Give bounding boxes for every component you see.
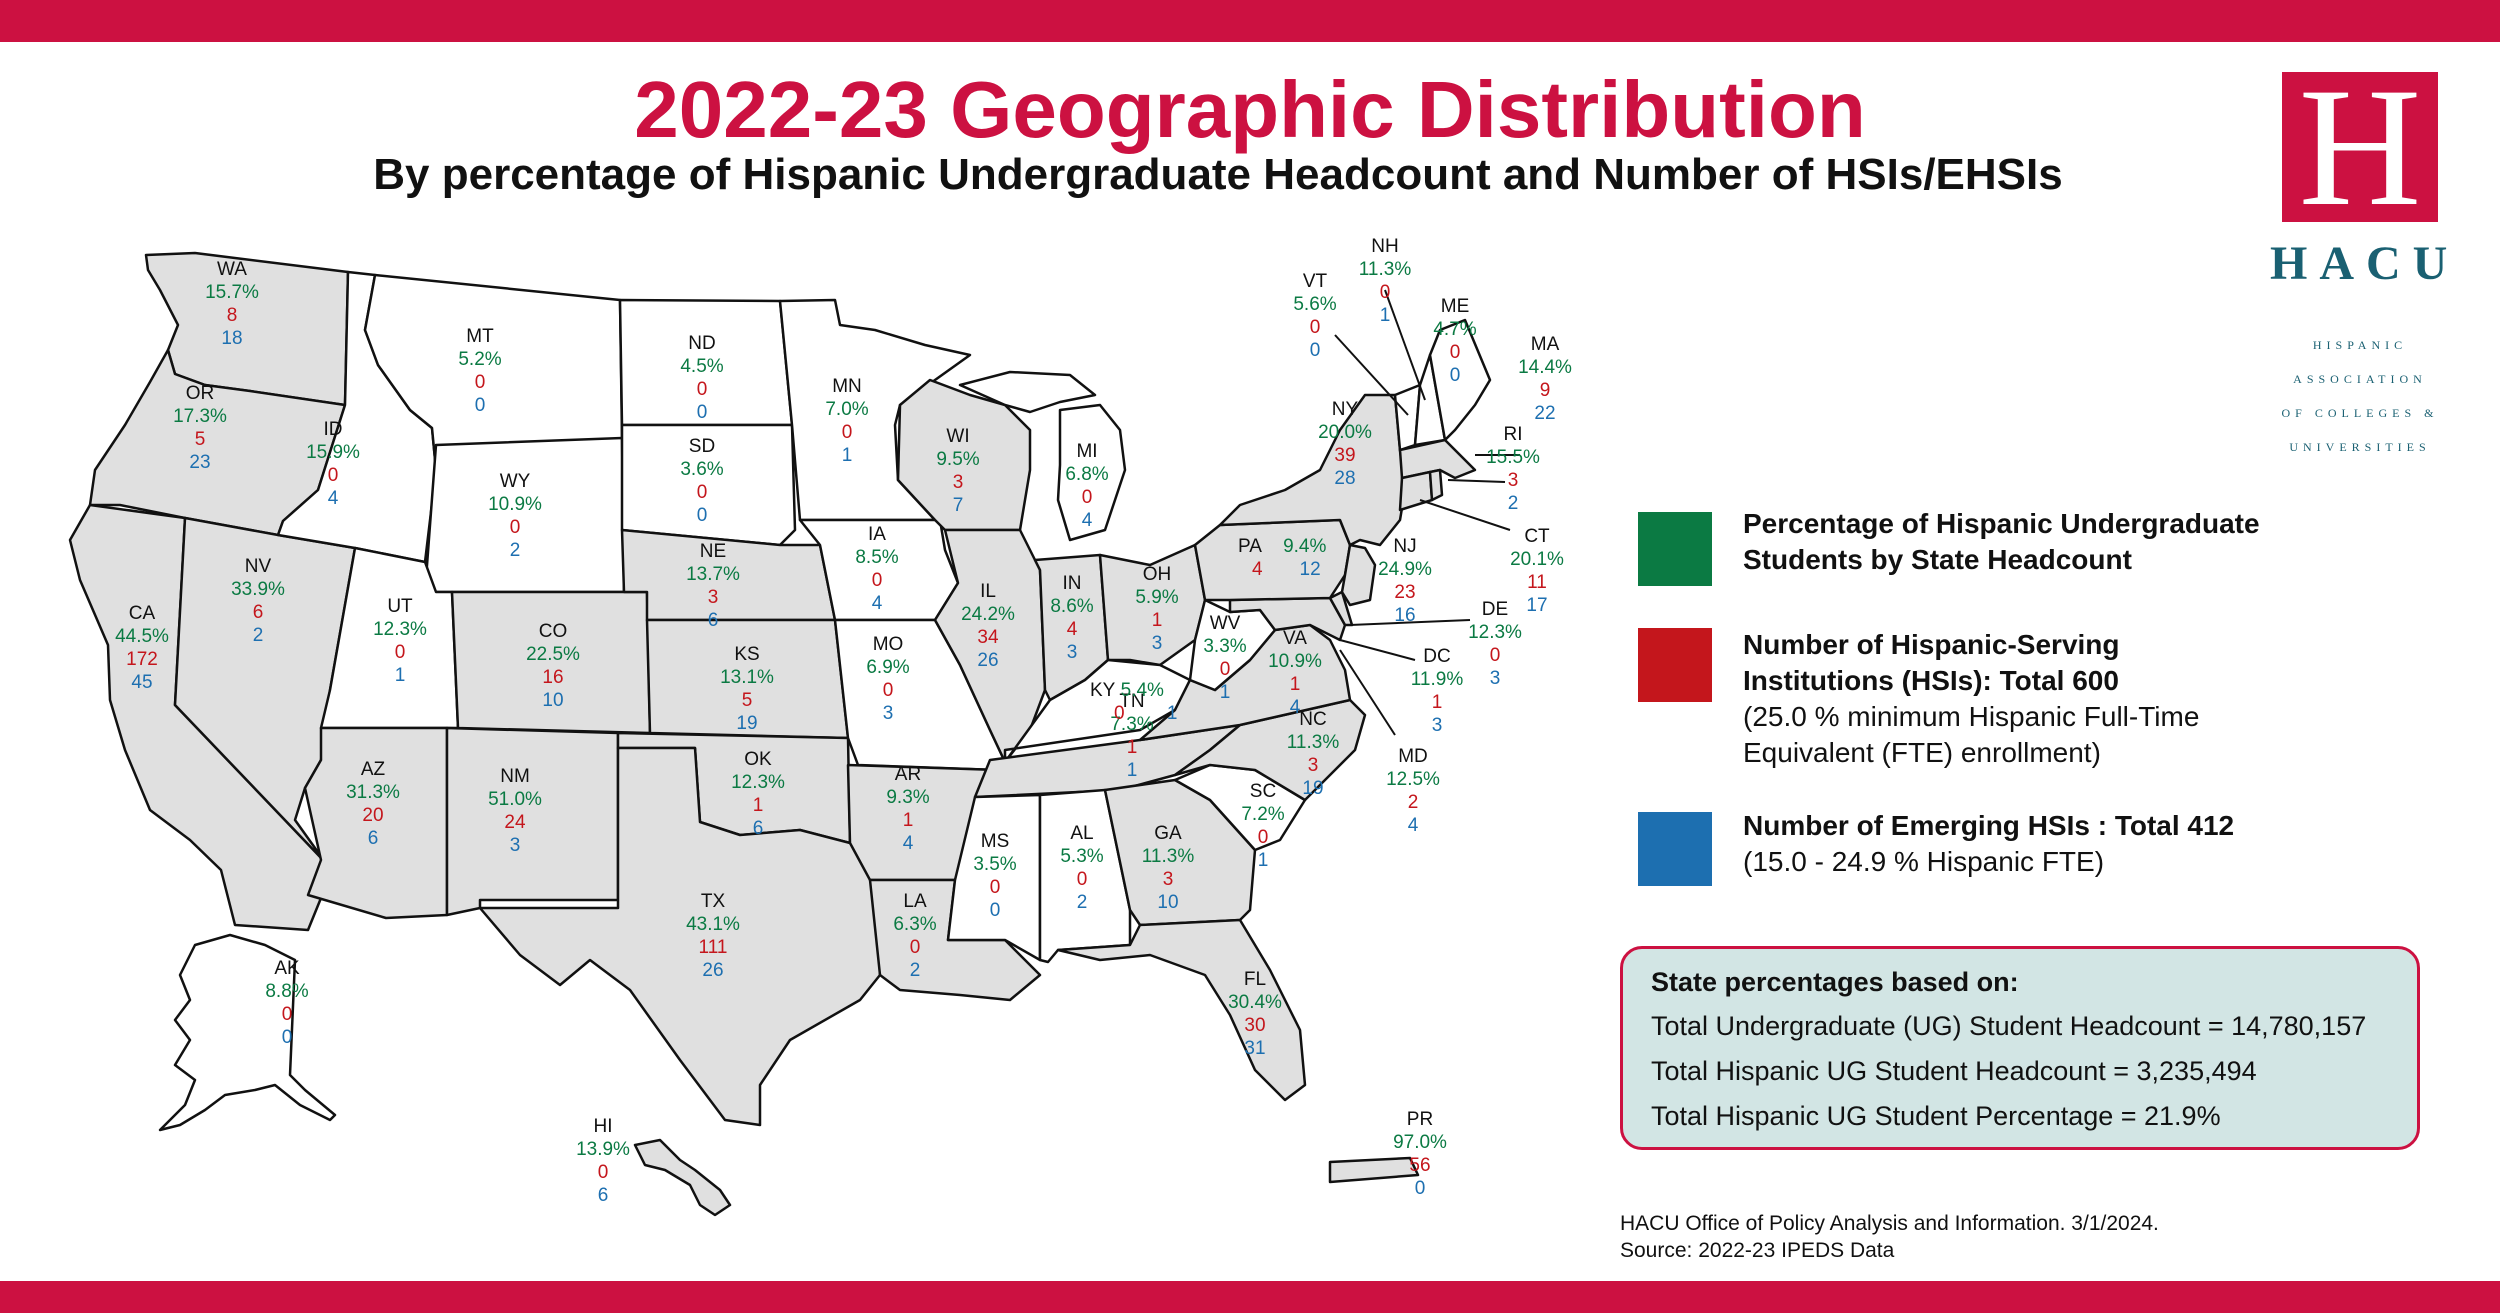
state-shape-hi [633, 1138, 732, 1217]
state-label-va: VA 10.9% 1 4 [1268, 628, 1322, 718]
state-label-ga: GA 11.3% 3 10 [1141, 823, 1195, 913]
state-label-ia: IA 8.5% 0 4 [855, 524, 899, 614]
state-label-la: LA 6.3% 0 2 [893, 891, 937, 981]
state-label-ma: MA 14.4% 9 22 [1518, 334, 1572, 424]
legend-hsi-title: Number of Hispanic-Serving Institutions … [1743, 629, 2120, 696]
state-shape-pr [1328, 1156, 1420, 1184]
state-label-wv: WV 3.3% 0 1 [1203, 613, 1247, 703]
state-label-mo: MO 6.9% 0 3 [866, 634, 910, 724]
legend-ehsi-title: Number of Emerging HSIs : Total 412 [1743, 810, 2235, 841]
legend-hsi-note: (25.0 % minimum Hispanic Full-Time Equiv… [1743, 701, 2200, 768]
state-label-nj: NJ 24.9% 23 16 [1378, 536, 1432, 626]
state-label-nh: NH 11.3% 0 1 [1358, 236, 1412, 326]
legend-swatch-ehsi [1638, 812, 1712, 886]
state-label-wy: WY 10.9% 0 2 [488, 471, 542, 561]
state-label-ct: CT 20.1% 11 17 [1510, 526, 1564, 616]
state-label-hi: HI 13.9% 0 6 [576, 1116, 630, 1206]
state-label-az: AZ 31.3% 20 6 [346, 759, 400, 849]
legend-hsi: Number of Hispanic-Serving Institutions … [1743, 627, 2263, 771]
basis-note-box: State percentages based on: Total Underg… [1620, 946, 2420, 1150]
logo-mark: H [2298, 53, 2422, 241]
state-label-nd: ND 4.5% 0 0 [680, 333, 724, 423]
legend-percentage: Percentage of Hispanic Undergraduate Stu… [1743, 508, 2260, 575]
state-label-ky: KY 5.4% 0 1 [1090, 680, 1178, 724]
state-shape-nj [1340, 543, 1377, 607]
state-label-nm: NM 51.0% 24 3 [488, 766, 542, 856]
state-label-nv: NV 33.9% 6 2 [231, 556, 285, 646]
state-label-co: CO 22.5% 16 10 [526, 621, 580, 711]
state-label-ca: CA 44.5% 172 45 [115, 603, 169, 693]
state-shape-mi [1056, 403, 1127, 542]
state-label-ak: AK 8.8% 0 0 [265, 958, 309, 1048]
state-label-pa: PA 9.4% 4 12 [1238, 536, 1327, 580]
state-shape-sd [620, 423, 797, 547]
source-line-2: Source: 2022-23 IPEDS Data [1620, 1239, 1895, 1262]
legend-swatch-percentage [1638, 512, 1712, 586]
state-label-fl: FL 30.4% 30 31 [1228, 969, 1282, 1059]
logo-sub-2: ASSOCIATION [2293, 372, 2427, 386]
basis-note-line-1: Total Undergraduate (UG) Student Headcou… [1651, 1011, 2367, 1041]
state-label-nc: NC 11.3% 3 19 [1286, 709, 1340, 799]
state-label-mn: MN 7.0% 0 1 [825, 376, 869, 466]
state-shape-ky [1003, 658, 1192, 764]
legend-swatch-hsi [1638, 628, 1712, 702]
state-shape-mi-up [958, 370, 1097, 414]
state-label-ut: UT 12.3% 0 1 [373, 596, 427, 686]
state-label-tx: TX 43.1% 111 26 [686, 891, 740, 981]
state-shape-me [1428, 318, 1492, 442]
state-label-vt: VT 5.6% 0 0 [1293, 271, 1337, 361]
state-label-ne: NE 13.7% 3 6 [686, 541, 740, 631]
state-label-wi: WI 9.5% 3 7 [936, 426, 980, 516]
state-shape-ak [158, 933, 337, 1132]
state-label-ri: RI 15.5% 3 2 [1486, 424, 1540, 514]
top-band [0, 0, 2500, 42]
state-label-or: OR 17.3% 5 23 [173, 383, 227, 473]
state-label-wa: WA 15.7% 8 18 [205, 259, 259, 349]
state-shape-ri [1428, 468, 1444, 502]
state-label-mi: MI 6.8% 0 4 [1065, 441, 1109, 531]
basis-note-line-3: Total Hispanic UG Student Percentage = 2… [1651, 1101, 2221, 1131]
logo-sub-3: OF COLLEGES & [2281, 406, 2439, 420]
state-label-in: IN 8.6% 4 3 [1050, 573, 1094, 663]
state-label-ms: MS 3.5% 0 0 [973, 831, 1017, 921]
source-note: HACU Office of Policy Analysis and Infor… [1620, 1210, 2159, 1264]
state-label-ok: OK 12.3% 1 6 [731, 749, 785, 839]
logo-sub-1: HISPANIC [2312, 338, 2408, 352]
bottom-band [0, 1281, 2500, 1313]
basis-note-line-2: Total Hispanic UG Student Headcount = 3,… [1651, 1056, 2257, 1086]
hacu-logo: H [2282, 53, 2438, 241]
logo-sub-4: UNIVERSITIES [2289, 440, 2431, 454]
state-label-oh: OH 5.9% 1 3 [1135, 564, 1179, 654]
state-label-tn: TN 7.3% 1 1 [1110, 691, 1154, 781]
state-label-dc: DC 11.9% 1 3 [1410, 646, 1464, 736]
page-subtitle: By percentage of Hispanic Undergraduate … [373, 150, 2063, 199]
state-shape-nc [1173, 698, 1367, 802]
state-label-il: IL 24.2% 34 26 [961, 581, 1015, 671]
state-label-de: DE 12.3% 0 3 [1468, 599, 1522, 689]
state-label-md: MD 12.5% 2 4 [1386, 746, 1440, 836]
state-label-ks: KS 13.1% 5 19 [720, 644, 774, 734]
source-line-1: HACU Office of Policy Analysis and Infor… [1620, 1212, 2159, 1235]
state-label-sd: SD 3.6% 0 0 [680, 436, 724, 526]
state-label-ny: NY 20.0% 39 28 [1318, 399, 1372, 489]
state-label-me: ME 4.7% 0 0 [1433, 296, 1477, 386]
legend-ehsi-note: (15.0 - 24.9 % Hispanic FTE) [1743, 846, 2105, 877]
state-label-mt: MT 5.2% 0 0 [458, 326, 502, 416]
state-shape-fl [1056, 918, 1307, 1102]
logo-name: HACU [2270, 237, 2460, 290]
legend-ehsi: Number of Emerging HSIs : Total 412 (15.0… [1743, 808, 2343, 880]
state-label-sc: SC 7.2% 0 1 [1241, 781, 1285, 871]
state-shape-wi [896, 378, 1032, 532]
state-label-ar: AR 9.3% 1 4 [886, 764, 930, 854]
state-label-pr: PR 97.0% 56 0 [1393, 1109, 1447, 1199]
state-label-al: AL 5.3% 0 2 [1060, 823, 1104, 913]
page-title: 2022-23 Geographic Distribution [634, 65, 1866, 154]
state-shape-tx [478, 746, 882, 1127]
basis-note-heading: State percentages based on: [1651, 967, 2019, 997]
state-label-id: ID 15.9% 0 4 [306, 419, 360, 509]
